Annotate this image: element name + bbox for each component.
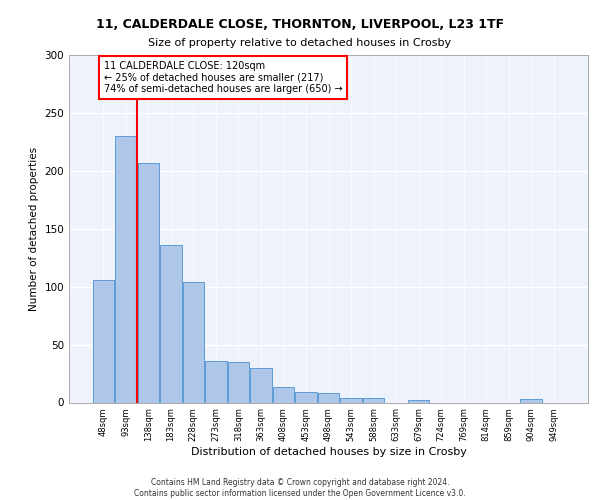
Bar xyxy=(318,393,339,402)
Bar xyxy=(115,136,137,402)
Bar xyxy=(295,392,317,402)
Text: 11, CALDERDALE CLOSE, THORNTON, LIVERPOOL, L23 1TF: 11, CALDERDALE CLOSE, THORNTON, LIVERPOO… xyxy=(96,18,504,30)
Bar xyxy=(205,361,227,403)
Bar xyxy=(137,162,159,402)
Text: Size of property relative to detached houses in Crosby: Size of property relative to detached ho… xyxy=(148,38,452,48)
Y-axis label: Number of detached properties: Number of detached properties xyxy=(29,146,39,311)
Bar xyxy=(340,398,362,402)
Text: 11 CALDERDALE CLOSE: 120sqm
← 25% of detached houses are smaller (217)
74% of se: 11 CALDERDALE CLOSE: 120sqm ← 25% of det… xyxy=(104,61,342,94)
Bar xyxy=(182,282,204,403)
X-axis label: Distribution of detached houses by size in Crosby: Distribution of detached houses by size … xyxy=(191,447,466,457)
Bar xyxy=(92,280,114,402)
Bar xyxy=(520,399,542,402)
Bar xyxy=(160,245,182,402)
Bar xyxy=(363,398,384,402)
Bar xyxy=(273,388,294,402)
Bar xyxy=(228,362,249,403)
Bar xyxy=(250,368,272,402)
Text: Contains HM Land Registry data © Crown copyright and database right 2024.
Contai: Contains HM Land Registry data © Crown c… xyxy=(134,478,466,498)
Bar xyxy=(408,400,429,402)
